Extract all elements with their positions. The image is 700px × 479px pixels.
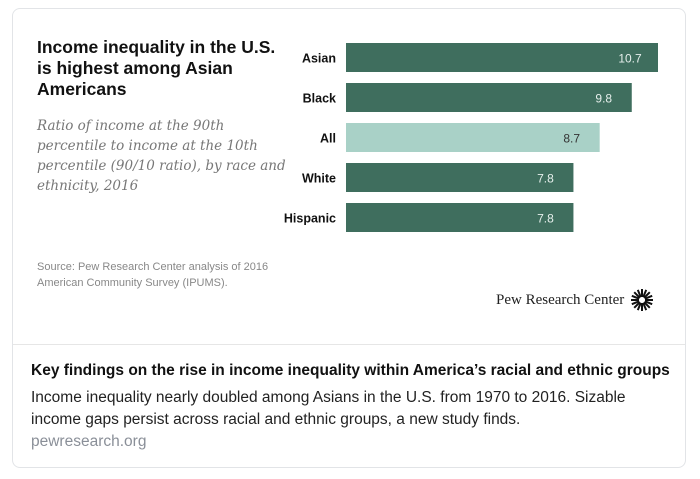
- preview-image: Income inequality in the U.S. is highest…: [13, 9, 685, 345]
- data-label: 8.7: [563, 132, 580, 146]
- link-preview-card[interactable]: Income inequality in the U.S. is highest…: [12, 8, 686, 468]
- data-label: 10.7: [618, 52, 642, 66]
- data-label: 7.8: [537, 212, 554, 226]
- bar-white: [346, 163, 574, 192]
- chart-title: Income inequality in the U.S. is highest…: [37, 37, 276, 99]
- chart-subtitle: Ratio of income at the 90th percentile t…: [37, 118, 286, 194]
- pew-logo: Pew Research Center: [496, 288, 654, 312]
- bar-asian: [346, 43, 658, 72]
- bar-hispanic: [346, 203, 574, 232]
- bar-chart: Asian 10.7 Black 9.8 All 8.7 White 7.8 Hispanic 7…: [284, 43, 658, 232]
- data-label: 9.8: [595, 92, 612, 106]
- link-description: Income inequality nearly doubled among A…: [31, 389, 626, 428]
- data-label: 7.8: [537, 172, 554, 186]
- bar-black: [346, 83, 632, 112]
- link-domain[interactable]: pewresearch.org: [31, 433, 147, 450]
- chart-source: Source: Pew Research Center analysis of …: [37, 261, 269, 289]
- category-label: Black: [303, 92, 336, 106]
- link-title[interactable]: Key findings on the rise in income inequ…: [31, 362, 670, 379]
- category-label: White: [302, 172, 336, 186]
- pew-burst-icon: [631, 289, 654, 311]
- category-label: All: [320, 132, 336, 146]
- category-label: Asian: [302, 52, 336, 66]
- category-label: Hispanic: [284, 212, 336, 226]
- bar-all: [346, 123, 600, 152]
- logo-text: Pew Research Center: [496, 291, 625, 308]
